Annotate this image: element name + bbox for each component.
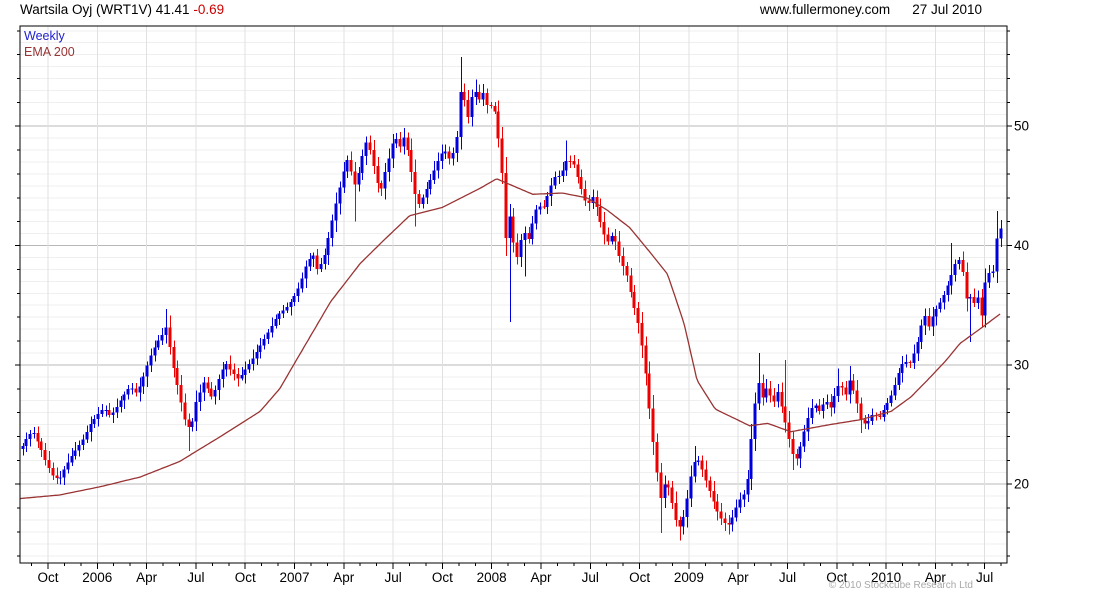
x-axis-label: 2007: [279, 570, 309, 585]
legend-ema200: EMA 200: [24, 45, 75, 59]
price-change: -0.69: [193, 2, 225, 17]
x-axis-label: Apr: [728, 570, 750, 585]
website-text: www.fullermoney.com: [759, 2, 891, 17]
x-axis-label: Oct: [37, 570, 58, 585]
x-axis-label: Jul: [187, 570, 204, 585]
x-axis: Oct 2006 Apr Jul Oct 2007 Apr Jul Oct 2008 Apr Jul O…: [31, 563, 1002, 585]
x-axis-label: Jul: [779, 570, 796, 585]
ema-200-line: [20, 178, 1001, 500]
header-right: www.fullermoney.com 27 Jul 2010: [760, 2, 982, 17]
chart-date: 27 Jul 2010: [912, 2, 982, 17]
x-axis-label: Apr: [333, 570, 355, 585]
x-axis-label: Apr: [136, 570, 158, 585]
x-axis-label: 2006: [82, 570, 112, 585]
plot-frame: [19, 25, 1008, 564]
y-axis-label: 20: [1014, 477, 1029, 492]
instrument-name: Wartsila Oyj (WRT1V): [20, 2, 153, 17]
gridlines: [20, 26, 1007, 563]
x-axis-label: Jul: [976, 570, 993, 585]
y-axis-label: 50: [1014, 119, 1029, 134]
x-axis-label: 2010: [871, 570, 901, 585]
chart-legend: Weekly EMA 200: [24, 28, 75, 60]
x-axis-label: 2009: [674, 570, 704, 585]
last-price: 41.41: [155, 2, 190, 17]
x-axis-label: 2008: [477, 570, 507, 585]
x-axis-label: Jul: [582, 570, 599, 585]
x-axis-label: Oct: [826, 570, 847, 585]
x-axis-label: Oct: [432, 570, 453, 585]
x-axis-label: Apr: [925, 570, 947, 585]
x-axis-label: Apr: [530, 570, 552, 585]
y-axis: 20 30 40 50: [15, 30, 1029, 557]
y-axis-label: 40: [1014, 238, 1029, 253]
x-axis-label: Oct: [629, 570, 650, 585]
chart-title: Wartsila Oyj (WRT1V) 41.41 -0.69: [20, 2, 224, 17]
x-axis-label: Jul: [384, 570, 401, 585]
x-axis-label: Oct: [235, 570, 256, 585]
legend-weekly: Weekly: [24, 29, 65, 43]
copyright-notice: © 2010 Stockcube Research Ltd: [828, 580, 973, 591]
y-axis-label: 30: [1014, 357, 1029, 372]
candles-weekly: [21, 57, 1003, 541]
